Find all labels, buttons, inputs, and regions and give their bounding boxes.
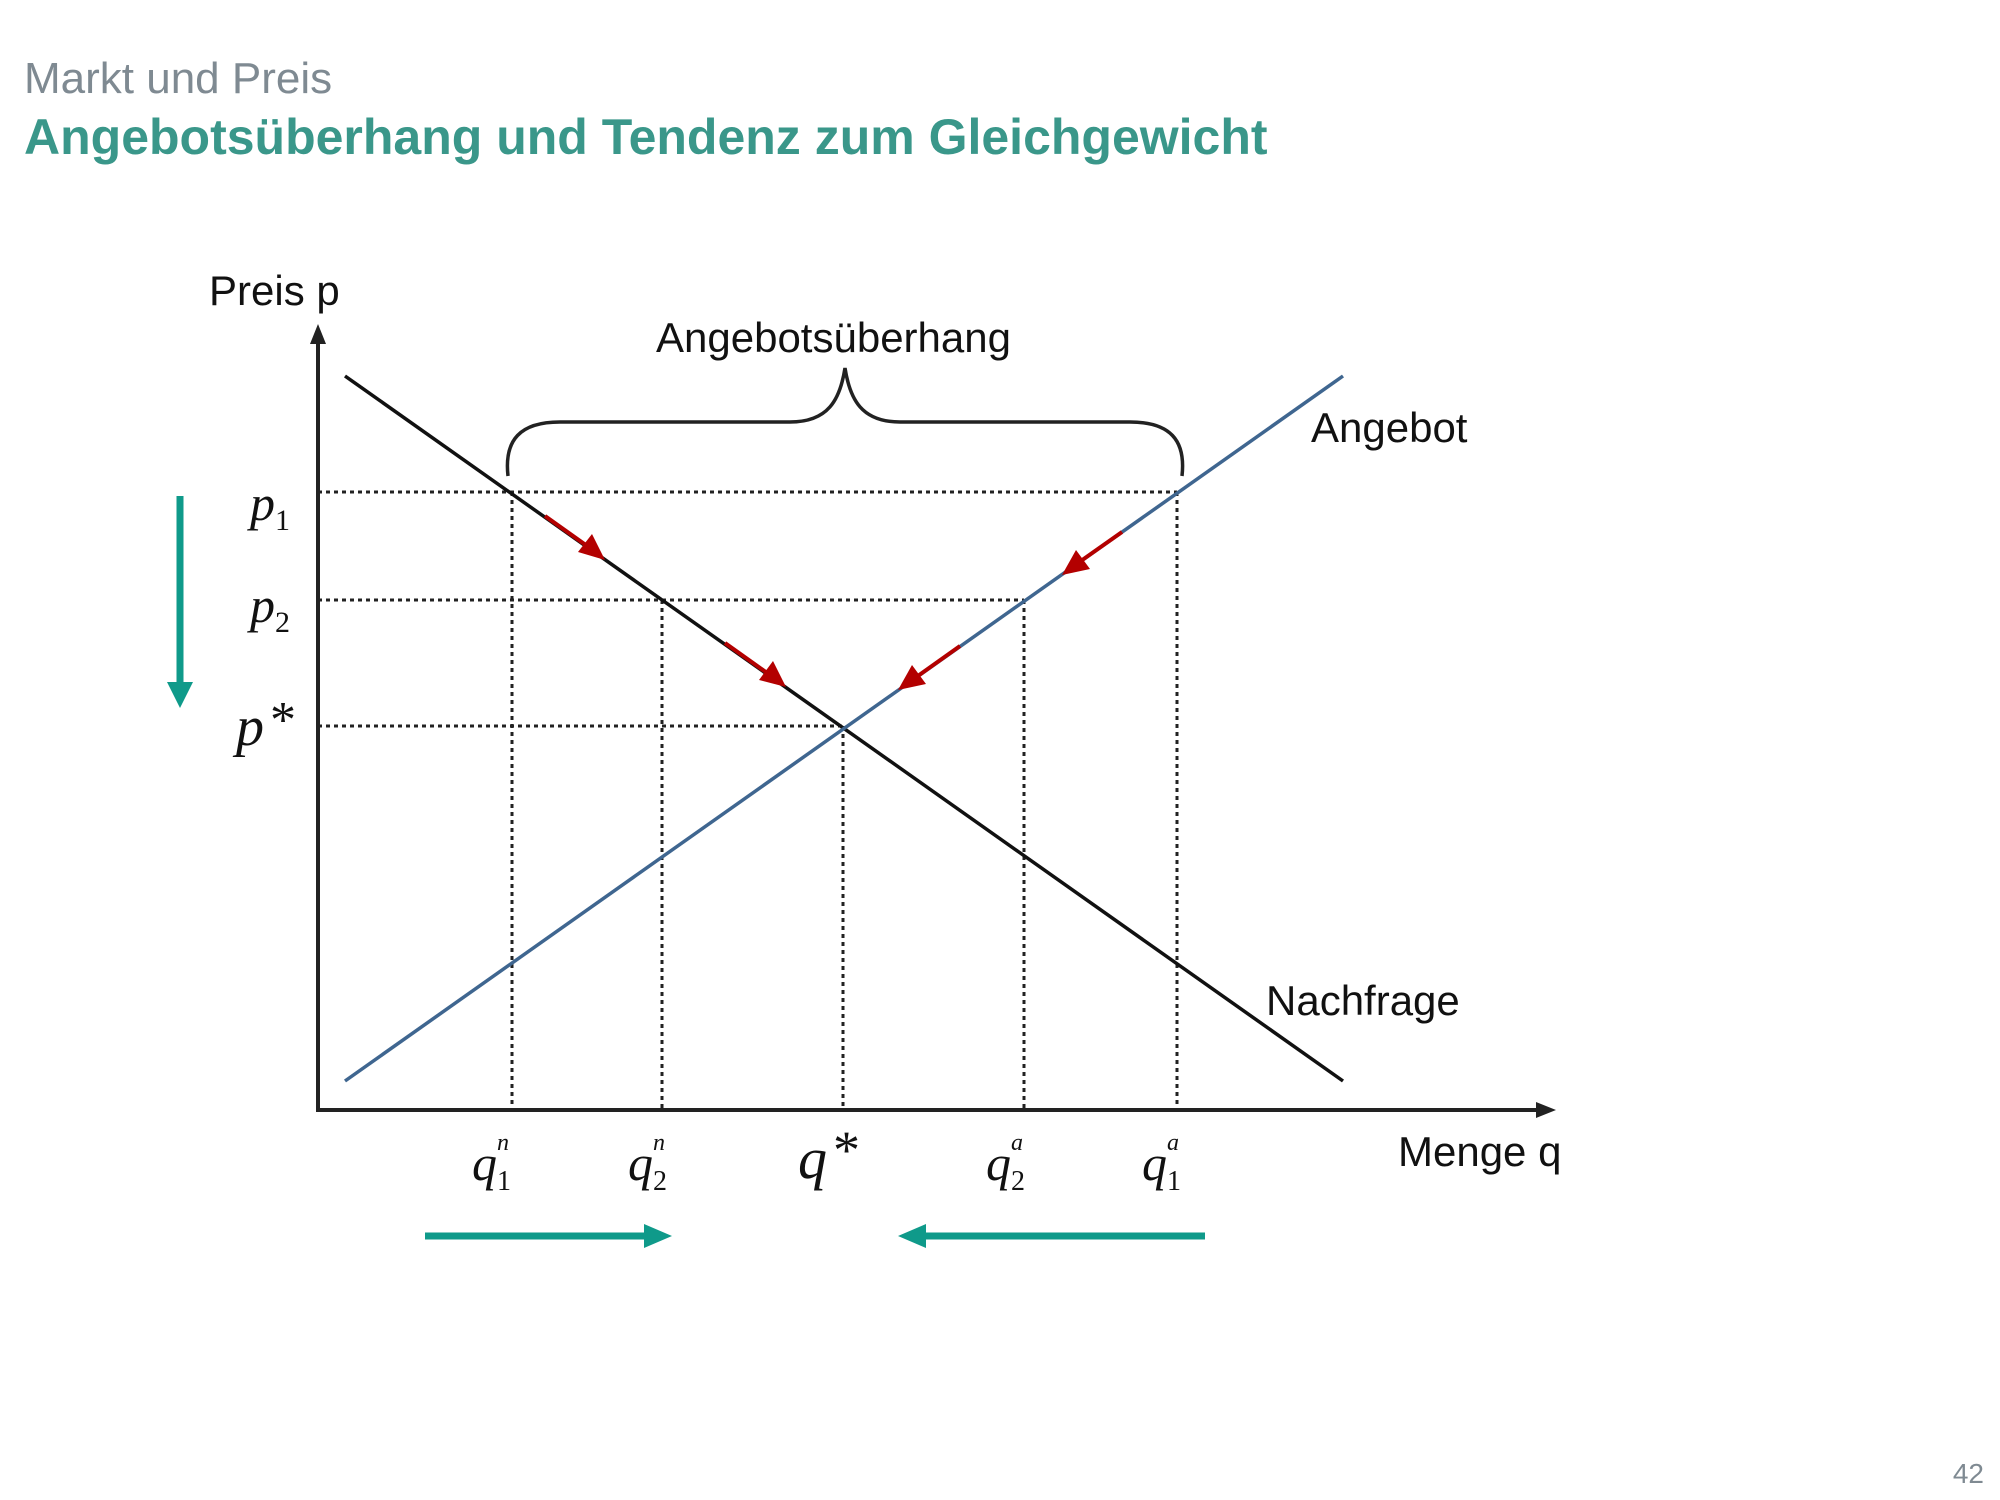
adjust-arrow-supply-1-shaft xyxy=(1076,530,1124,565)
x-axis-arrowhead xyxy=(1536,1102,1556,1118)
adjust-arrow-demand-1-head xyxy=(578,534,605,560)
price-label-p2: p2 xyxy=(247,577,290,639)
price-label-p1: p1 xyxy=(247,475,290,537)
y-axis-label: Preis p xyxy=(209,267,340,314)
qty-label-q1n: q1n xyxy=(472,1130,511,1197)
adjust-arrow-supply-2-shaft xyxy=(913,644,962,680)
slide-subtitle: Markt und Preis xyxy=(24,54,333,103)
adjust-arrow-demand-1-shaft xyxy=(543,514,592,550)
qty-label-q2n: q2n xyxy=(628,1130,667,1197)
excess-supply-brace xyxy=(505,367,1185,477)
price-label-pstar: p * xyxy=(232,692,296,758)
supply-label: Angebot xyxy=(1311,404,1468,451)
y-axis-arrowhead xyxy=(310,324,326,344)
adjust-arrow-demand-2-shaft xyxy=(723,641,772,677)
qty-label-q2a: q2a xyxy=(986,1130,1025,1197)
demand-quantity-arrow-head xyxy=(644,1224,672,1248)
supply-quantity-arrow-head xyxy=(898,1224,926,1248)
adjust-arrow-demand-2-head xyxy=(759,661,786,687)
qty-label-qstar: q * xyxy=(798,1120,860,1191)
price-direction-arrow-head xyxy=(167,682,193,708)
page-number: 42 xyxy=(1952,1458,1984,1489)
adjust-arrow-supply-2-head xyxy=(898,665,926,690)
qty-label-q1a: q1a xyxy=(1142,1130,1181,1197)
demand-label: Nachfrage xyxy=(1266,977,1460,1024)
x-axis-label: Menge q xyxy=(1398,1128,1561,1175)
supply-curve xyxy=(343,374,1345,1083)
slide-title: Angebotsüberhang und Tendenz zum Gleichg… xyxy=(24,109,1268,165)
adjust-arrow-supply-1-head xyxy=(1062,550,1090,575)
brace-label: Angebotsüberhang xyxy=(656,314,1011,361)
